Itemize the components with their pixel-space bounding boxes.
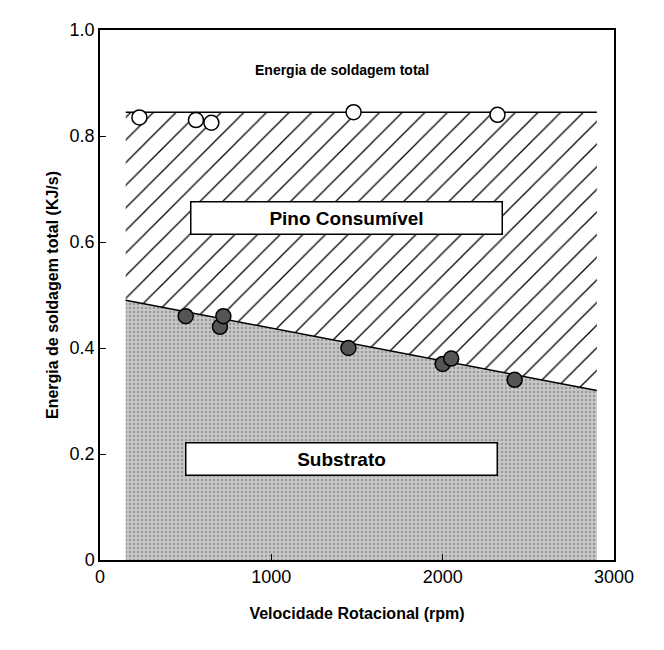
svg-text:Substrato: Substrato — [297, 449, 386, 470]
svg-text:1.0: 1.0 — [70, 20, 95, 40]
svg-text:2000: 2000 — [423, 567, 463, 587]
svg-text:0.4: 0.4 — [70, 338, 95, 358]
svg-text:0.6: 0.6 — [70, 232, 95, 252]
svg-text:Energia de soldagem total: Energia de soldagem total — [255, 62, 429, 78]
svg-text:0: 0 — [85, 550, 95, 570]
svg-text:0.2: 0.2 — [70, 444, 95, 464]
svg-text:1000: 1000 — [251, 567, 291, 587]
svg-text:0: 0 — [95, 567, 105, 587]
svg-text:0.8: 0.8 — [70, 126, 95, 146]
svg-text:Velocidade Rotacional (rpm): Velocidade Rotacional (rpm) — [249, 605, 464, 622]
svg-text:Energia de soldagem total (KJ/: Energia de soldagem total (KJ/s) — [44, 171, 61, 419]
svg-text:Pino Consumível: Pino Consumível — [269, 208, 423, 229]
svg-text:3000: 3000 — [594, 567, 634, 587]
